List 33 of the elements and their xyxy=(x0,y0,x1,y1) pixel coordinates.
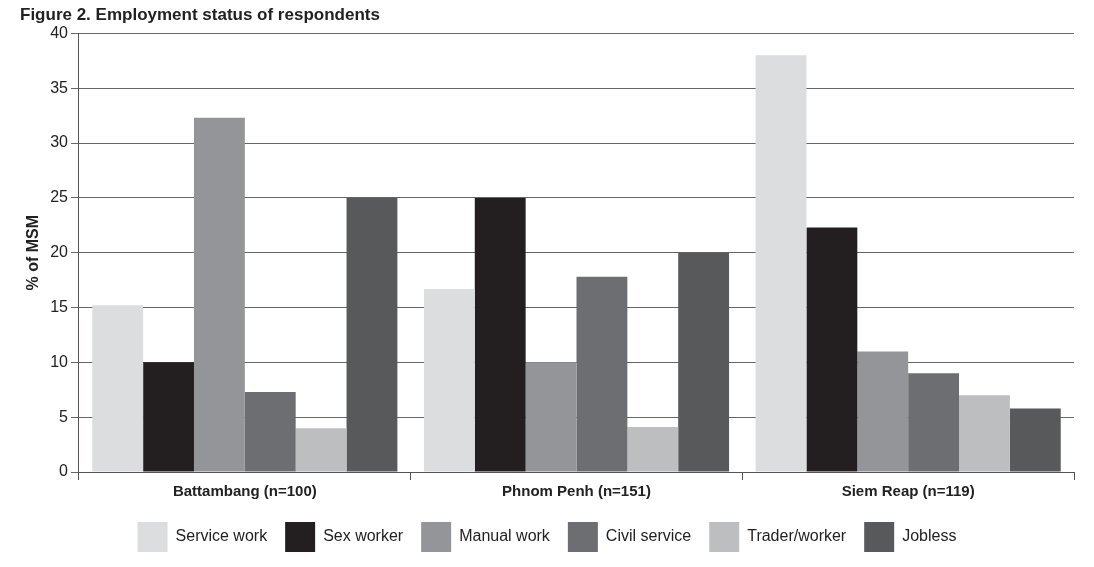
legend-label: Service work xyxy=(175,527,269,545)
bar xyxy=(474,197,526,472)
legend-label: Civil service xyxy=(605,527,692,545)
legend-label: Trader/worker xyxy=(747,527,847,545)
y-tick-label: 15 xyxy=(50,297,69,315)
y-tick-label: 10 xyxy=(50,352,69,370)
y-tick-label: 35 xyxy=(50,78,69,96)
legend-label: Manual work xyxy=(459,527,551,545)
bar xyxy=(525,362,577,472)
legend-label: Sex worker xyxy=(323,527,404,545)
y-axis-title: % of MSM xyxy=(24,214,42,291)
bar xyxy=(959,395,1010,472)
bar xyxy=(806,227,858,472)
y-tick-label: 0 xyxy=(59,462,69,480)
y-tick-label: 20 xyxy=(50,243,69,261)
bar xyxy=(627,427,679,472)
bar xyxy=(755,55,807,472)
y-tick-label: 30 xyxy=(50,133,69,151)
y-tick-label: 5 xyxy=(59,407,69,425)
bar xyxy=(193,117,245,472)
bar xyxy=(908,373,960,472)
x-tick-label: Battambang (n=100) xyxy=(172,482,317,500)
bar xyxy=(423,288,475,472)
bar xyxy=(143,362,194,472)
bar xyxy=(857,351,909,472)
y-tick-label: 40 xyxy=(50,23,69,41)
legend-label: Jobless xyxy=(902,527,957,545)
x-tick-label: Phnom Penh (n=151) xyxy=(502,482,651,500)
chart-title: Figure 2. Employment status of respondents xyxy=(20,4,380,24)
x-tick-label: Siem Reap (n=119) xyxy=(841,482,975,500)
bar xyxy=(295,428,347,472)
y-tick-label: 25 xyxy=(50,188,69,206)
bar xyxy=(92,305,144,472)
